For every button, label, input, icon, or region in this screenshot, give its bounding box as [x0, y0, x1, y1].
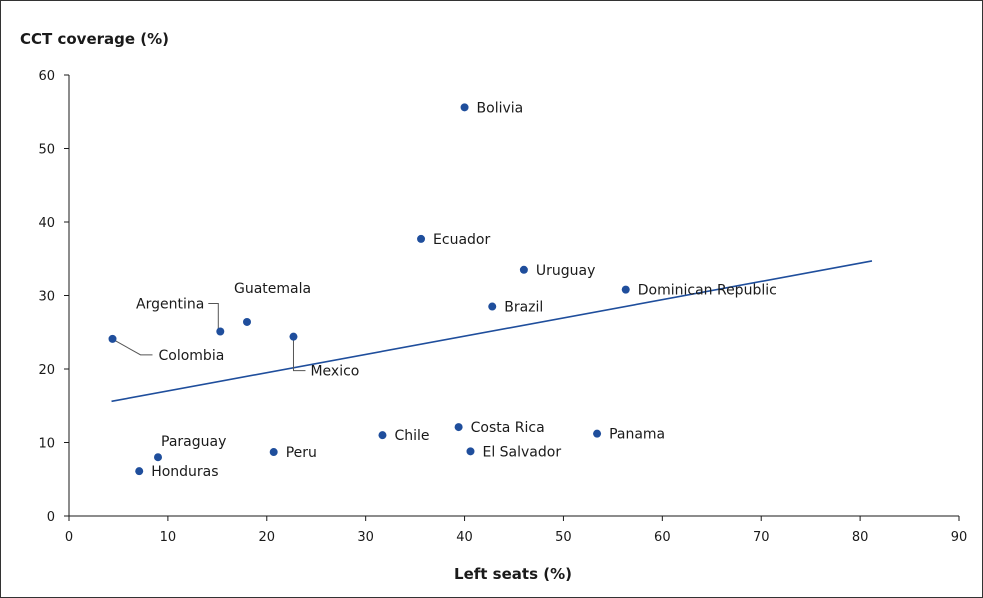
x-tick-label: 60 [654, 530, 671, 545]
x-axis-title: Left seats (%) [454, 565, 572, 583]
x-tick-label: 20 [259, 530, 276, 545]
y-tick-label: 60 [38, 69, 55, 84]
y-tick-label: 20 [38, 363, 55, 378]
y-tick-label: 50 [38, 143, 55, 158]
point-label-ecuador: Ecuador [433, 232, 490, 248]
data-points [108, 103, 630, 476]
x-tick-label: 40 [456, 530, 473, 545]
data-point-uruguay [519, 265, 528, 274]
point-label-el-salvador: El Salvador [482, 444, 561, 460]
y-axis-title: CCT coverage (%) [20, 30, 169, 48]
axes: 0 10 20 30 40 50 60 70 80 90 0 10 20 30 40 50 60 [38, 69, 967, 545]
leader-line-mexico [292, 338, 306, 372]
y-tick-label: 0 [47, 510, 55, 525]
data-point-brazil [488, 302, 497, 311]
y-tick-label: 40 [38, 216, 55, 231]
y-tick-label: 10 [38, 437, 55, 452]
x-tick-label: 70 [753, 530, 770, 545]
trendline-group [111, 260, 873, 403]
trendline [111, 260, 873, 403]
data-point-dominican-republic [621, 285, 630, 294]
x-tick-label: 90 [951, 530, 968, 545]
point-label-uruguay: Uruguay [536, 263, 596, 279]
point-labels: Bolivia Ecuador Uruguay Dominican Republic B… [136, 100, 777, 480]
point-label-mexico: Mexico [310, 364, 359, 380]
data-point-guatemala [243, 317, 251, 326]
point-label-paraguay: Paraguay [161, 434, 226, 450]
data-point-peru [269, 448, 278, 457]
data-point-panama [593, 429, 602, 438]
data-point-honduras [135, 467, 144, 476]
x-tick-label: 30 [357, 530, 374, 545]
data-point-el-salvador [466, 447, 475, 456]
point-label-costa-rica: Costa Rica [471, 420, 545, 436]
data-point-argentina [216, 327, 225, 336]
leader-lines [115, 303, 306, 372]
point-label-panama: Panama [609, 427, 665, 443]
point-label-argentina: Argentina [136, 297, 204, 313]
y-tick-label: 30 [38, 290, 55, 305]
data-point-paraguay [154, 453, 162, 462]
data-point-ecuador [417, 234, 426, 243]
x-tick-label: 80 [852, 530, 869, 545]
point-label-bolivia: Bolivia [477, 100, 524, 116]
point-label-dominican-republic: Dominican Republic [638, 283, 777, 299]
point-label-guatemala: Guatemala [234, 281, 311, 297]
data-point-bolivia [460, 103, 469, 112]
point-label-colombia: Colombia [159, 348, 225, 364]
leader-line-argentina [208, 303, 219, 330]
point-label-brazil: Brazil [504, 300, 543, 316]
point-label-honduras: Honduras [151, 464, 218, 480]
data-point-mexico [289, 332, 298, 341]
data-point-costa-rica [454, 423, 463, 432]
point-label-chile: Chile [394, 428, 429, 444]
x-tick-label: 10 [160, 530, 177, 545]
leader-line-colombia [115, 340, 153, 356]
point-label-peru: Peru [286, 445, 317, 461]
x-tick-label: 50 [555, 530, 572, 545]
data-point-chile [378, 431, 387, 440]
x-tick-label: 0 [65, 530, 73, 545]
data-point-colombia [108, 334, 117, 343]
